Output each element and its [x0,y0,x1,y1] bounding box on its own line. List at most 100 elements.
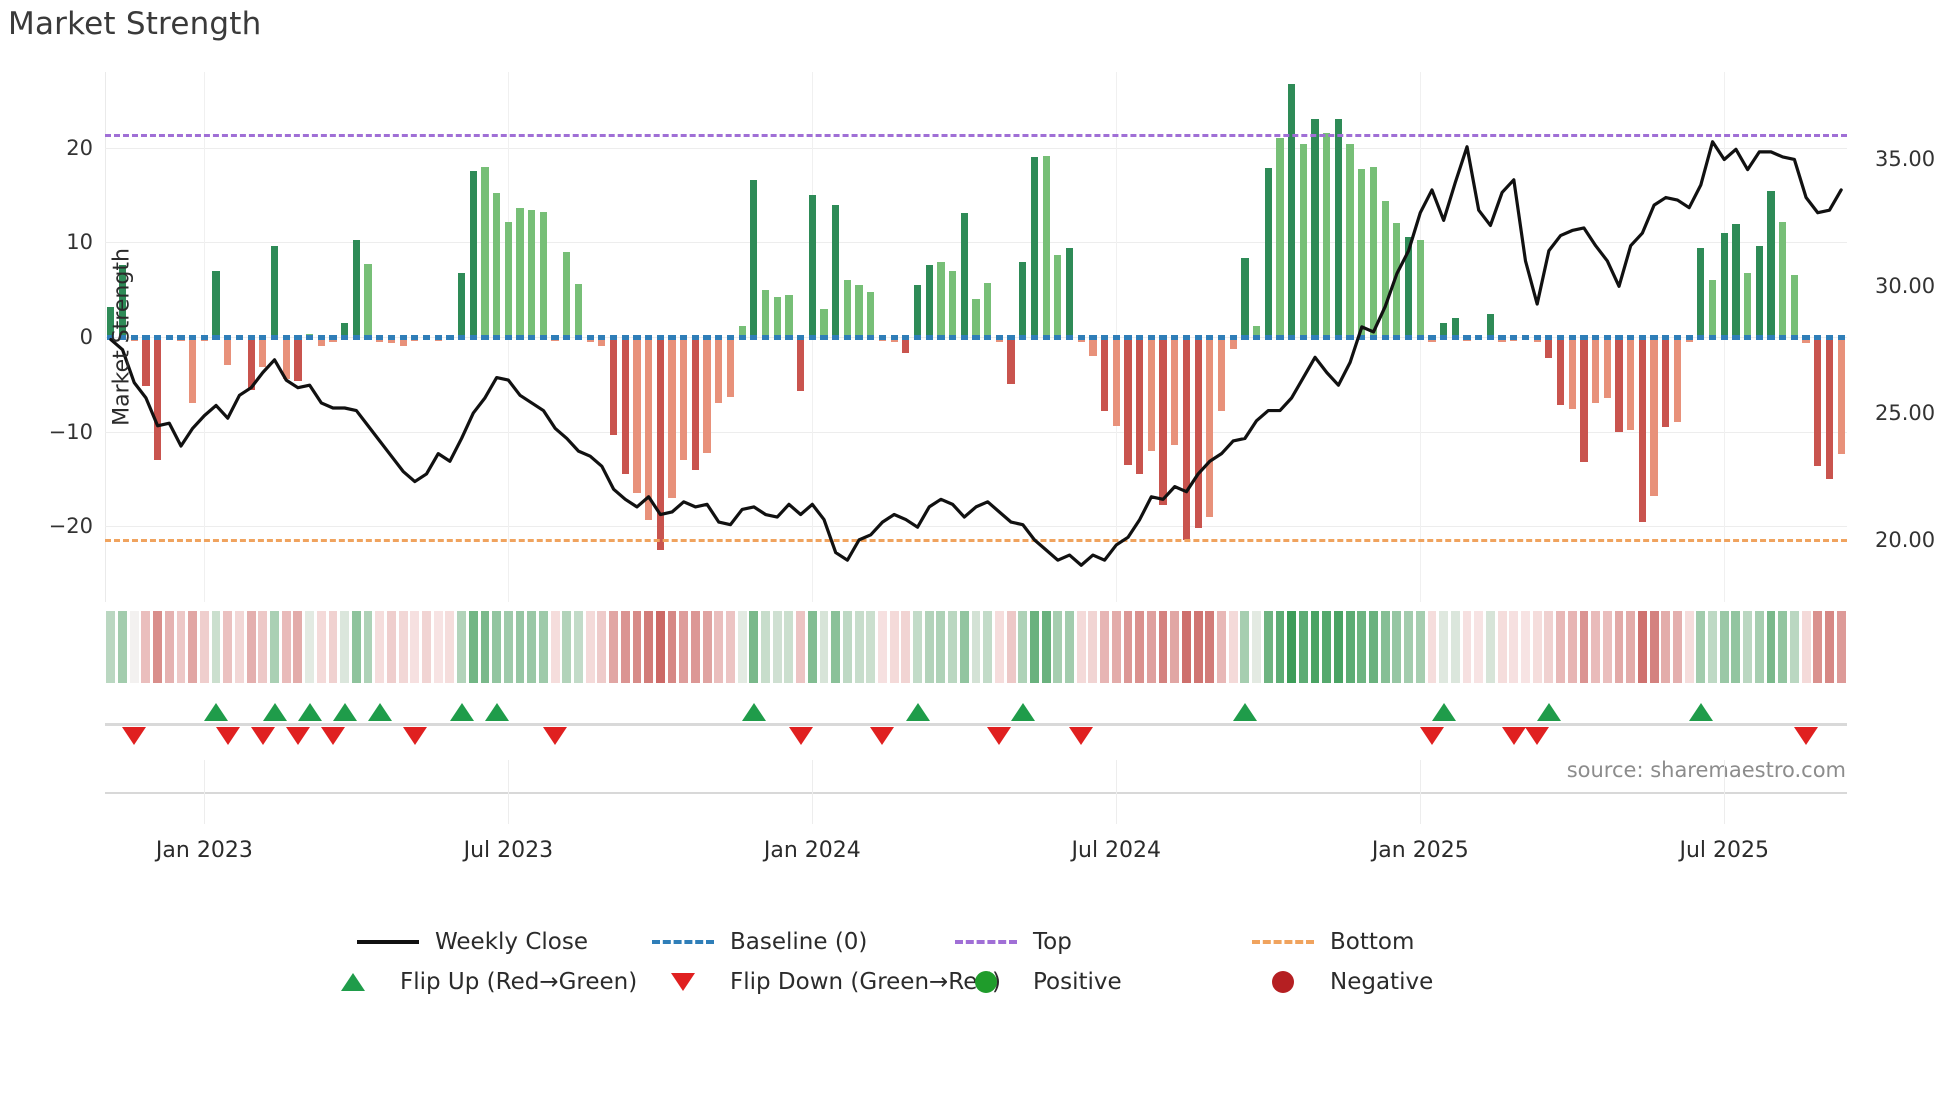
baseline-segment [224,334,232,340]
flip-down-marker [788,727,813,745]
baseline-segment [481,334,489,340]
heat-strip-cell [398,611,408,683]
heat-strip-cell [679,611,689,683]
strength-bar [1837,337,1845,455]
legend-dashed-line-icon [650,930,716,954]
x-axis-tick [1420,760,1422,824]
heat-strip-cell [188,611,198,683]
heat-strip-cell [1836,611,1846,683]
legend-item[interactable]: Weekly Close [355,922,588,962]
baseline-segment [1627,334,1635,340]
flip-down-marker [215,727,240,745]
strength-bar [224,337,232,366]
strength-bar [1556,337,1565,406]
flip-up-marker [332,703,357,721]
baseline-segment [984,334,992,340]
heat-strip-cell [1637,611,1647,683]
heat-strip-cell [901,611,911,683]
baseline-segment [1428,334,1436,340]
flip-down-marker [1419,727,1444,745]
legend-dashed-line-icon [953,930,1019,954]
heat-strip-cell [281,611,291,683]
heat-strip-cell [1497,611,1507,683]
heat-strip-cell [878,611,887,683]
baseline-segment [247,334,255,340]
strength-bar [948,270,957,337]
baseline-segment [446,334,454,340]
legend-item[interactable]: Bottom [1250,922,1414,962]
x-axis-tick [1116,760,1118,824]
baseline-segment [1837,334,1845,340]
baseline-segment [1720,334,1728,340]
strength-bar [1814,337,1822,466]
baseline-segment [797,334,805,340]
heat-strip-cell [1509,611,1519,683]
strength-bar [761,289,770,337]
heat-strip-cell [141,611,151,683]
strength-bar [937,262,945,337]
legend-item[interactable]: Baseline (0) [650,922,867,962]
source-attribution: source: sharemaestro.com [1566,758,1846,782]
heat-strip-cell [258,611,268,683]
strength-bar [1580,337,1588,462]
legend-label: Positive [1033,969,1122,995]
heat-strip-cell [1333,611,1343,683]
baseline-segment [832,334,840,340]
baseline-segment [1276,334,1284,340]
dot-swatch-icon [1272,971,1294,993]
strength-bar [352,240,360,337]
baseline-segment [1393,334,1401,340]
legend-item[interactable]: Positive [953,962,1122,1002]
heat-strip-cell [609,611,618,683]
heat-strip-cell [796,611,806,683]
baseline-segment [434,334,442,340]
flip-down-marker [987,727,1012,745]
heat-strip-cell [1146,611,1156,683]
heat-strip-cell [1287,611,1297,683]
strength-bar [457,272,466,337]
strength-bar [1545,337,1553,358]
strength-bar [715,337,723,404]
heat-strip-cell [1182,611,1191,683]
heat-strip-cell [644,611,654,683]
heat-strip-cell [1076,611,1086,683]
heat-strip-cell [1123,611,1133,683]
heat-strip-cell [1708,611,1717,683]
baseline-segment [1650,334,1658,340]
baseline-segment [1323,334,1331,340]
baseline-segment [1510,334,1518,340]
heat-strip-cell [655,611,665,683]
legend-item[interactable]: Flip Down (Green→Red) [650,962,1001,1002]
baseline-segment [1171,334,1179,340]
strength-bar [645,337,653,520]
baseline-segment [1404,334,1413,340]
baseline-segment [1264,334,1272,340]
page-title: Market Strength [8,6,262,42]
baseline-segment [177,334,185,340]
heat-strip-cell [235,611,244,683]
legend-item[interactable]: Negative [1250,962,1433,1002]
right-tick-label: 20.00 [1875,527,1936,552]
baseline-segment [1334,334,1343,340]
strength-bar [1206,337,1214,517]
baseline-segment [1229,334,1237,340]
baseline-segment [1615,334,1623,340]
strength-bar [1136,337,1144,475]
strength-bar [189,337,197,404]
legend-item[interactable]: Flip Up (Red→Green) [320,962,637,1002]
baseline-segment [1533,334,1541,340]
heat-strip-cell [831,611,841,683]
baseline-segment [1673,334,1682,340]
heat-strip-cell [889,611,899,683]
baseline-segment [785,334,793,340]
heat-strip-cell [106,611,116,683]
heat-strip-cell [1135,611,1145,683]
heat-strip-cell [223,611,233,683]
legend-item[interactable]: Top [953,922,1072,962]
x-axis-tick [1724,760,1726,824]
strength-bar [1381,200,1389,337]
strength-bar [633,337,641,494]
strength-bar [1334,119,1343,337]
baseline-segment [1346,334,1354,340]
baseline-segment [586,334,594,340]
